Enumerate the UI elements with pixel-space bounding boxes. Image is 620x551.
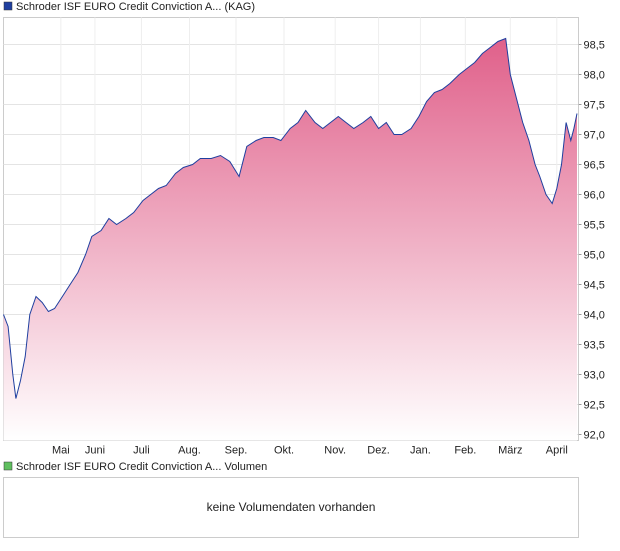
x-tick-label: Juni [85, 445, 105, 457]
area-fill [3, 38, 577, 441]
x-tick-label: Juli [133, 445, 150, 457]
y-tick-label: 93,0 [584, 370, 605, 382]
x-tick-label: Aug. [178, 445, 201, 457]
y-tick-label: 95,0 [584, 250, 605, 262]
x-tick-label: Okt. [274, 445, 294, 457]
y-tick-label: 92,5 [584, 400, 605, 412]
y-tick-label: 98,0 [584, 70, 605, 82]
legend-label: Schroder ISF EURO Credit Conviction A...… [16, 1, 255, 13]
x-tick-label: April [546, 445, 568, 457]
no-data-message: keine Volumendaten vorhanden [207, 500, 376, 514]
x-tick-label: Jan. [410, 445, 431, 457]
price-line [3, 37, 578, 399]
volume-legend-marker [3, 461, 13, 471]
x-tick-label: März [498, 445, 522, 457]
x-tick-label: Sep. [225, 445, 248, 457]
y-tick-label: 97,0 [584, 130, 605, 142]
x-tick-label: Mai [52, 445, 70, 457]
y-tick-label: 93,5 [584, 340, 605, 352]
volume-frame [3, 477, 579, 538]
y-tick-label: 94,5 [584, 280, 605, 292]
y-tick-label: 95,5 [584, 220, 605, 232]
y-tick-label: 92,0 [584, 430, 605, 442]
y-tick-label: 98,5 [584, 40, 605, 52]
y-tick-label: 96,0 [584, 190, 605, 202]
x-tick-label: Dez. [367, 445, 390, 457]
volume-legend: Schroder ISF EURO Credit Conviction A...… [16, 461, 267, 473]
y-tick-label: 96,5 [584, 160, 605, 172]
x-tick-label: Feb. [454, 445, 476, 457]
y-tick-label: 97,5 [584, 100, 605, 112]
x-tick-label: Nov. [324, 445, 346, 457]
legend-marker [3, 1, 13, 11]
y-tick-label: 94,0 [584, 310, 605, 322]
